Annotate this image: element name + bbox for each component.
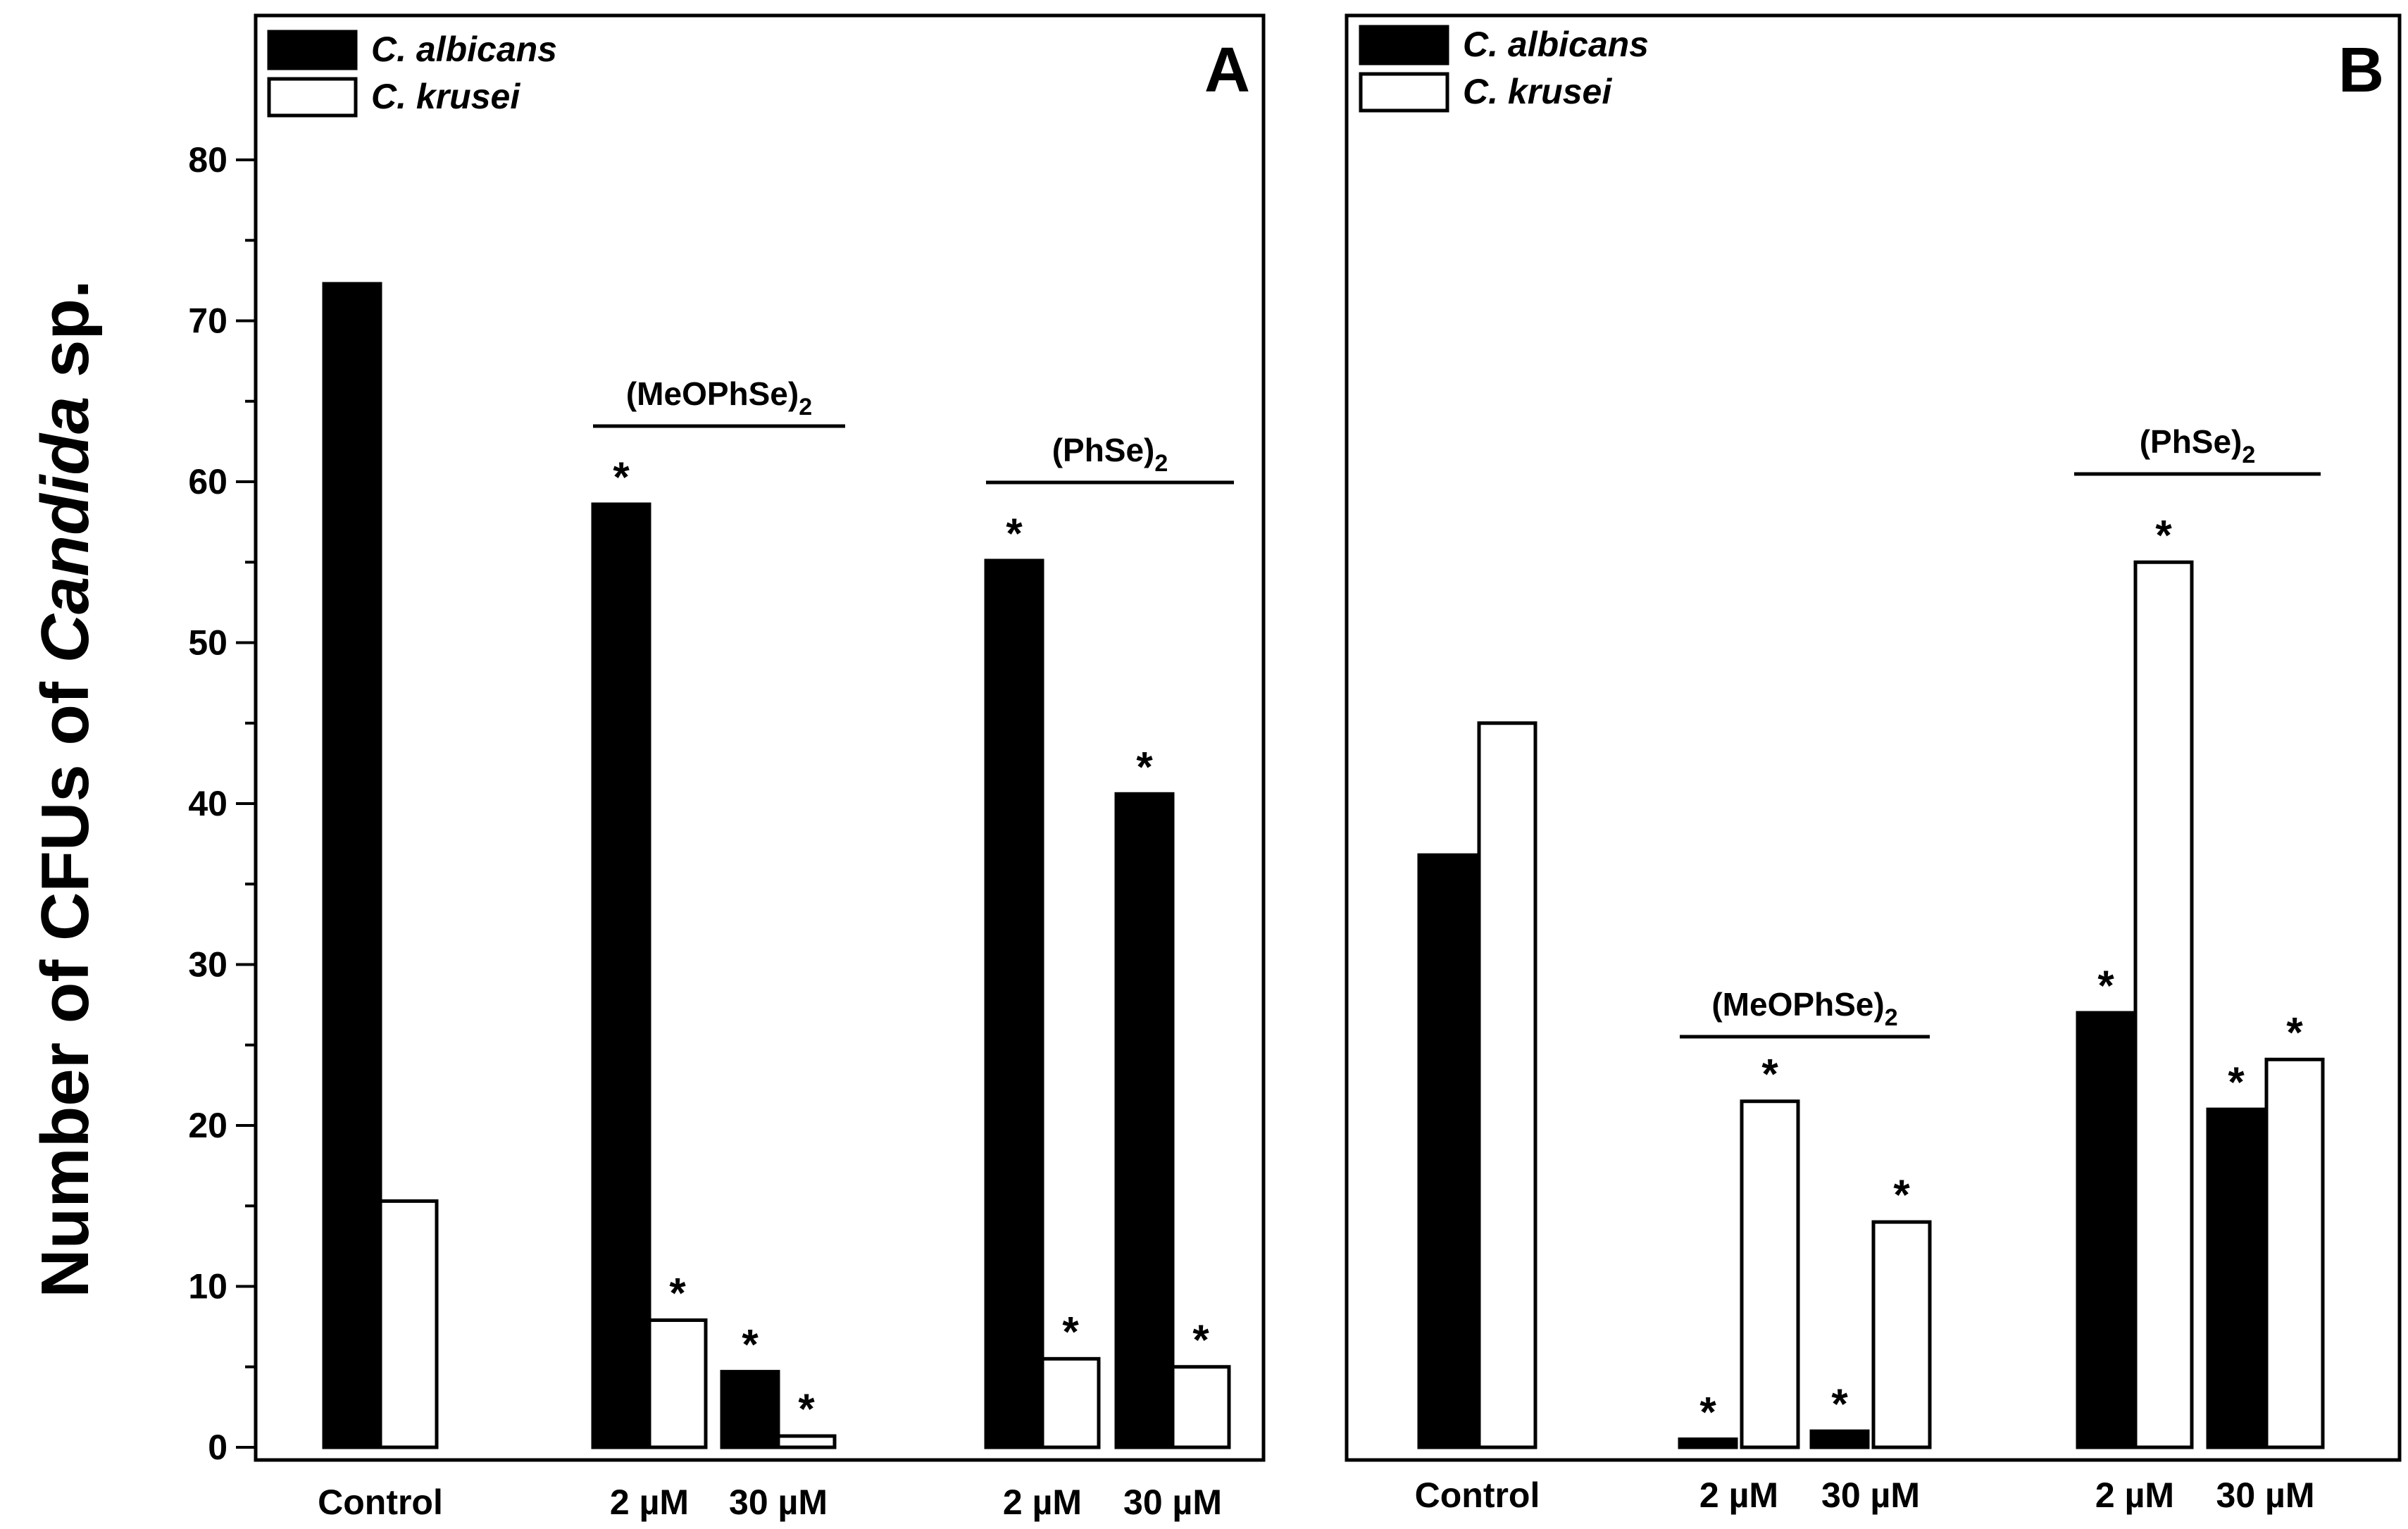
panel-b-significance-marks: * * * * * * * * — [1699, 511, 2303, 1435]
panel-b-label: B — [2338, 35, 2384, 106]
panel-a-label: A — [1204, 35, 1250, 106]
bar-c-albicans — [2076, 1011, 2136, 1449]
y-axis-label-italic: Candida — [27, 397, 103, 663]
x-category-label: 2 µM — [1699, 1475, 1778, 1515]
bar-c-krusei — [1477, 721, 1537, 1449]
y-tick-label: 60 — [188, 462, 227, 501]
significance-star: * — [613, 454, 630, 501]
panel-a-group-labels: (MeOPhSe)2(PhSe)2 — [593, 375, 1234, 485]
y-tick-label: 40 — [188, 784, 227, 823]
panel-b-frame — [1345, 13, 2402, 1462]
x-category-label: 30 µM — [729, 1483, 828, 1522]
x-category-label: Control — [318, 1483, 443, 1522]
bar-c-albicans — [1114, 792, 1175, 1449]
y-tick-label: 0 — [208, 1428, 227, 1467]
significance-star: * — [742, 1321, 759, 1368]
bar-c-albicans — [1417, 853, 1478, 1449]
x-category-label: 30 µM — [1821, 1475, 1920, 1515]
bar-c-albicans — [984, 558, 1044, 1449]
bar-c-albicans — [2206, 1107, 2266, 1449]
significance-star: * — [2097, 962, 2114, 1009]
x-category-label: 30 µM — [2216, 1475, 2315, 1515]
group-label-subscript: 2 — [1154, 450, 1168, 477]
bar-c-albicans — [1678, 1437, 1738, 1449]
legend-label: C. krusei — [371, 77, 520, 116]
bar-c-krusei — [2133, 560, 2194, 1449]
legend-swatch-c-krusei — [1359, 72, 1449, 113]
x-category-label: 2 µM — [1003, 1483, 1082, 1522]
bar-c-albicans — [1809, 1429, 1870, 1449]
panel-a-legend: C. albicans C. krusei — [267, 30, 557, 118]
legend-swatch-c-albicans — [267, 30, 358, 70]
x-category-label: Control — [1415, 1475, 1540, 1515]
panel-b: * * * * * * * * Control 2 µM 30 µM 2 µM 30 µM (MeOP… — [1345, 13, 2402, 1515]
panel-b-group-labels: (MeOPhSe)2(PhSe)2 — [1680, 423, 2321, 1039]
significance-star: * — [2155, 511, 2172, 558]
bar-c-albicans — [720, 1370, 780, 1449]
significance-star: * — [2228, 1059, 2245, 1106]
y-axis-label: Number of CFUs of Candida sp. — [27, 280, 103, 1297]
significance-star: * — [1006, 510, 1023, 557]
panel-b-bars — [1417, 560, 2325, 1449]
bar-c-krusei — [1040, 1356, 1101, 1449]
y-tick-label: 30 — [188, 945, 227, 985]
x-category-label: 2 µM — [2095, 1475, 2174, 1515]
group-label-base: (PhSe) — [2140, 423, 2242, 460]
y-axis-label-part-3: sp. — [27, 280, 103, 396]
legend-label: C. krusei — [1463, 72, 1612, 111]
bar-c-krusei — [1740, 1099, 1800, 1449]
group-label-subscript: 2 — [1885, 1004, 1898, 1031]
panel-b-legend: C. albicans C. krusei — [1359, 25, 1649, 113]
y-tick-label: 20 — [188, 1106, 227, 1145]
panel-a-significance-marks: * * * * * * * * — [613, 454, 1209, 1433]
panel-a-frame — [254, 13, 1266, 1462]
significance-star: * — [1136, 743, 1153, 790]
y-tick-label: 70 — [188, 301, 227, 341]
group-label-subscript: 2 — [799, 394, 812, 420]
group-label-base: (MeOPhSe) — [1711, 986, 1884, 1023]
significance-star: * — [798, 1385, 815, 1433]
panel-a-y-axis: 0 10 20 30 40 50 60 70 80 — [188, 140, 256, 1467]
bar-c-krusei — [378, 1199, 439, 1449]
y-tick-label: 10 — [188, 1267, 227, 1306]
significance-star: * — [2286, 1009, 2303, 1056]
significance-star: * — [1831, 1380, 1848, 1428]
legend-swatch-c-krusei — [267, 77, 358, 118]
bar-c-krusei — [1171, 1365, 1231, 1449]
significance-star: * — [1761, 1051, 1778, 1098]
panel-b-x-axis-labels: Control 2 µM 30 µM 2 µM 30 µM — [1415, 1475, 2315, 1515]
legend-label: C. albicans — [371, 30, 557, 69]
panel-a-x-axis-labels: Control 2 µM 30 µM 2 µM 30 µM — [318, 1483, 1222, 1522]
group-label-subscript: 2 — [2242, 442, 2255, 468]
group-label-base: (MeOPhSe) — [626, 375, 799, 412]
bar-c-krusei — [2264, 1057, 2325, 1449]
x-category-label: 30 µM — [1123, 1483, 1222, 1522]
significance-star: * — [669, 1269, 686, 1316]
group-label: (PhSe)2 — [2140, 423, 2256, 468]
significance-star: * — [1062, 1308, 1079, 1355]
significance-star: * — [1699, 1389, 1716, 1436]
group-label-base: (PhSe) — [1052, 432, 1155, 468]
bar-c-krusei — [1871, 1220, 1932, 1449]
y-axis-label-part-1: Number of CFUs of — [27, 663, 103, 1297]
bar-c-albicans — [591, 502, 651, 1449]
group-label: (PhSe)2 — [1052, 432, 1168, 477]
significance-star: * — [1893, 1171, 1910, 1218]
legend-swatch-c-albicans — [1359, 25, 1449, 65]
bar-c-krusei — [647, 1318, 708, 1449]
y-tick-label: 80 — [188, 140, 227, 180]
bar-c-albicans — [322, 282, 382, 1449]
bar-c-krusei — [776, 1434, 837, 1449]
panel-a: 0 10 20 30 40 50 60 70 80 * * * * * * * * Control 2 µM 30… — [188, 13, 1266, 1522]
x-category-label: 2 µM — [610, 1483, 689, 1522]
group-label: (MeOPhSe)2 — [626, 375, 812, 420]
group-label: (MeOPhSe)2 — [1711, 986, 1897, 1031]
legend-label: C. albicans — [1463, 25, 1649, 64]
panel-a-bars — [322, 282, 1231, 1449]
y-tick-label: 50 — [188, 623, 227, 663]
significance-star: * — [1192, 1316, 1209, 1363]
